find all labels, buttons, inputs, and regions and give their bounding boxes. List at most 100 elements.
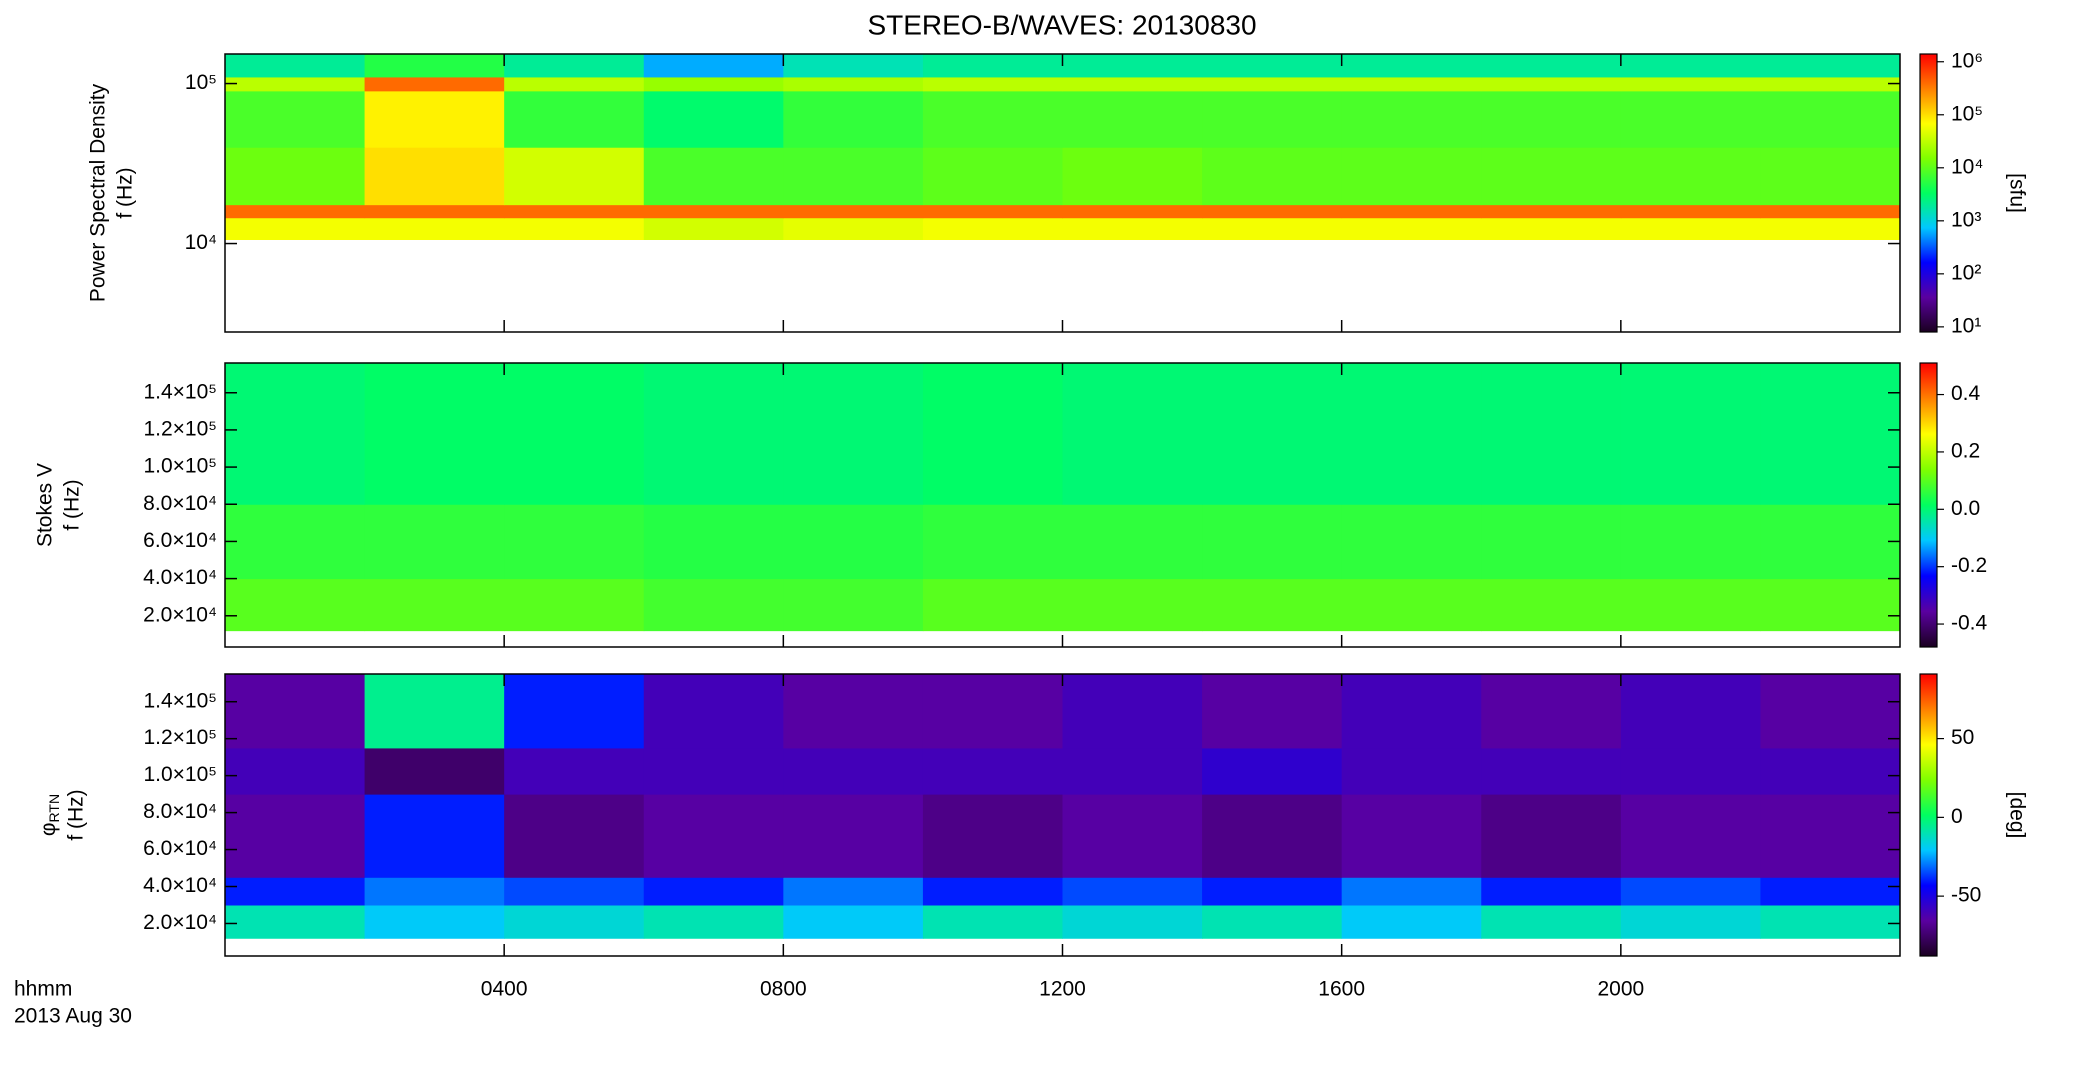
spectrogram-cell	[1760, 504, 1901, 580]
y-tick-label: 1.4×10⁵	[143, 689, 217, 712]
spectrogram-cell	[364, 147, 505, 206]
spectrogram-cell	[225, 204, 366, 219]
spectrogram-cell	[364, 674, 505, 749]
spectrogram-cell	[922, 504, 1063, 580]
spectrogram-cell	[643, 217, 784, 240]
spectrogram-cell	[225, 54, 366, 78]
spectrogram-cell	[1620, 76, 1761, 92]
spectrogram-cell	[225, 76, 366, 92]
spectrogram-cell	[1341, 90, 1482, 148]
y-axis-title: Stokes V	[34, 463, 57, 547]
spectrogram-cell	[1202, 363, 1343, 505]
spectrogram-cell	[783, 504, 924, 580]
spectrogram-cell	[643, 204, 784, 219]
spectrogram-cell	[364, 877, 505, 906]
spectrogram-cell	[1481, 54, 1622, 78]
spectrogram-cell	[1202, 747, 1343, 795]
spectrogram-cell	[1760, 674, 1901, 749]
spectrogram-cell	[1620, 54, 1761, 78]
spectrogram-cell	[783, 76, 924, 92]
spectrogram-cell	[1202, 674, 1343, 749]
spectrogram-cell	[1202, 54, 1343, 78]
spectrogram-cell	[1760, 877, 1901, 906]
spectrogram-cell	[922, 217, 1063, 240]
spectrogram-cell	[922, 794, 1063, 878]
spectrogram-cell	[364, 904, 505, 939]
spectrogram-cell	[225, 578, 366, 632]
spectrogram-cell	[364, 204, 505, 219]
spectrogram-cell	[1341, 877, 1482, 906]
spectrogram-cell	[504, 794, 645, 878]
colorbar-tick-label: -0.4	[1951, 612, 1988, 635]
spectrogram-cell	[1481, 904, 1622, 939]
y-tick-label: 1.4×10⁵	[143, 380, 217, 403]
spectrogram-cell	[1341, 504, 1482, 580]
y-tick-label: 1.0×10⁵	[143, 763, 217, 786]
spectrogram-cell	[1062, 147, 1203, 206]
spectrogram-cell	[225, 504, 366, 580]
colorbar-tick-label: -50	[1951, 884, 1981, 907]
spectrogram-cell	[1620, 90, 1761, 148]
spectrogram-cell	[1202, 147, 1343, 206]
spectrogram-cell	[1481, 747, 1622, 795]
y-tick-label: 8.0×10⁴	[143, 492, 217, 515]
y-tick-label: 6.0×10⁴	[143, 837, 217, 860]
spectrogram-cell	[364, 504, 505, 580]
spectrogram-cell	[1620, 904, 1761, 939]
y-tick-label: 10⁵	[185, 71, 217, 94]
spectrogram-cell	[1481, 674, 1622, 749]
spectrogram-cell	[1760, 578, 1901, 632]
spectrogram-cell	[364, 363, 505, 505]
spectrogram-cell	[504, 54, 645, 78]
spectrogram-cell	[1760, 54, 1901, 78]
spectrogram-cell	[504, 674, 645, 749]
spectrogram-cell	[643, 147, 784, 206]
spectrogram-cell	[364, 54, 505, 78]
spectrogram-cell	[643, 504, 784, 580]
spectrogram-cell	[364, 90, 505, 148]
spectrogram-cell	[1202, 76, 1343, 92]
spectrogram-cell	[1620, 504, 1761, 580]
spectrogram-cell	[783, 90, 924, 148]
spectrogram-cell	[1062, 54, 1203, 78]
spectrogram-cell	[1760, 363, 1901, 505]
spectrogram-cell	[922, 204, 1063, 219]
spectrogram-cell	[1202, 794, 1343, 878]
y-tick-label: 2.0×10⁴	[143, 911, 217, 934]
spectrogram-cell	[1760, 904, 1901, 939]
spectrogram-cell	[1760, 747, 1901, 795]
colorbar-label: [deg]	[2005, 792, 2028, 839]
y-tick-label: 6.0×10⁴	[143, 529, 217, 552]
spectrogram-cell	[643, 904, 784, 939]
spectrogram-cell	[225, 794, 366, 878]
spectrogram-cell	[504, 363, 645, 505]
spectrogram-cell	[1481, 877, 1622, 906]
colorbar-tick-label: 10¹	[1951, 314, 1981, 337]
spectrogram-cell	[922, 90, 1063, 148]
spectrogram-cell	[1202, 90, 1343, 148]
spectrogram-cell	[1341, 204, 1482, 219]
spectrogram-cell	[1062, 747, 1203, 795]
spectrogram-cell	[1481, 504, 1622, 580]
x-axis-title: hhmm	[14, 978, 72, 1001]
spectrogram-cell	[1341, 904, 1482, 939]
colorbar-tick-label: 50	[1951, 726, 1974, 749]
y-axis-title: f (Hz)	[65, 789, 88, 840]
spectrogram-cell	[783, 363, 924, 505]
spectrogram-cell	[1481, 363, 1622, 505]
spectrogram-cell	[783, 794, 924, 878]
spectrogram-cell	[504, 204, 645, 219]
spectrogram-cell	[1620, 747, 1761, 795]
spectrogram-cell	[504, 904, 645, 939]
spectrogram-cell	[225, 904, 366, 939]
spectrogram-cell	[783, 674, 924, 749]
spectrogram-cell	[1202, 504, 1343, 580]
spectrogram-cell	[922, 578, 1063, 632]
spectrogram-cell	[364, 217, 505, 240]
spectrogram-cell	[364, 794, 505, 878]
spectrogram-cell	[1062, 204, 1203, 219]
spectrogram-cell	[1760, 794, 1901, 878]
y-tick-label: 2.0×10⁴	[143, 603, 217, 626]
spectrogram-cell	[1481, 204, 1622, 219]
chart-title: STEREO-B/WAVES: 20130830	[867, 9, 1256, 40]
